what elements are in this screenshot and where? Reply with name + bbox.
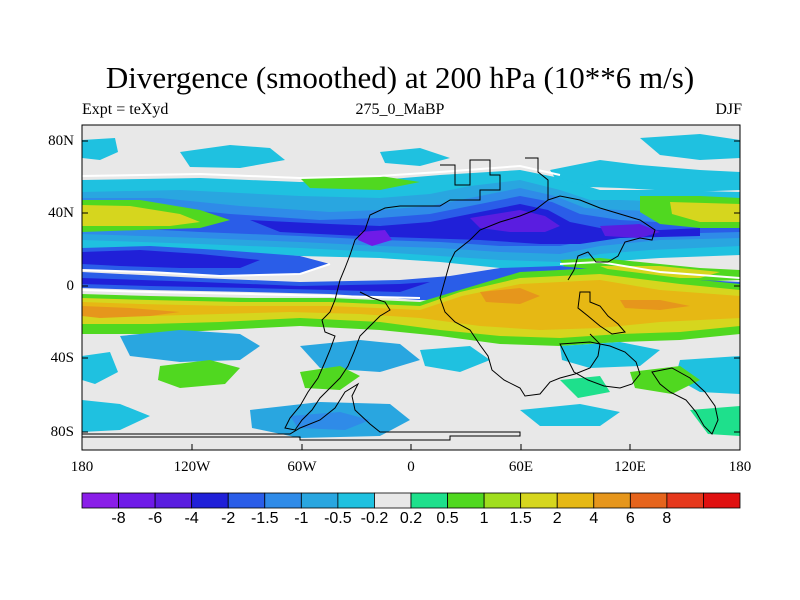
coastline-pacific	[651, 367, 719, 435]
colorbar-label: -4	[184, 510, 199, 527]
colorbar-swatch	[703, 492, 741, 509]
y-tick-label: 80S	[50, 424, 74, 440]
field-patch	[290, 412, 370, 430]
colorbar-label: 0.2	[399, 510, 423, 527]
colorbar	[81, 492, 741, 509]
colorbar-swatch	[520, 492, 558, 509]
field-patch	[358, 230, 392, 246]
colorbar-swatch	[629, 492, 668, 509]
colorbar-swatch	[300, 492, 339, 509]
field-patch	[82, 306, 180, 318]
axis-ticks	[82, 140, 740, 450]
field-patch	[560, 376, 610, 398]
field-patch	[300, 340, 420, 372]
contour-line	[81, 289, 421, 299]
field-patch	[600, 224, 660, 238]
y-tick-label: 40N	[48, 205, 74, 221]
field-patch	[480, 288, 540, 304]
x-tick-label: 180	[70, 459, 94, 475]
experiment-label: Expt = teXyd	[82, 101, 169, 118]
coastline-europe-africa	[439, 157, 601, 397]
colorbar-swatch	[556, 492, 595, 509]
y-tick-label: 0	[66, 278, 75, 294]
colorbar-swatch	[483, 492, 522, 509]
colorbar-label: -2	[221, 510, 236, 527]
field-patch	[670, 202, 740, 222]
coastline-antarctica	[82, 382, 521, 441]
colorbar-swatch	[264, 492, 302, 509]
field-patch	[620, 300, 690, 310]
coastline-asia	[547, 195, 656, 281]
field-patch	[82, 352, 118, 384]
x-tick-label: 180	[728, 459, 752, 475]
colorbar-swatch	[410, 492, 448, 509]
field-patch	[120, 330, 260, 362]
coastline-australia	[559, 341, 641, 389]
field-patch	[82, 138, 118, 160]
field-patch	[82, 278, 430, 292]
colorbar-swatch	[337, 492, 375, 509]
y-tick-label: 80N	[48, 133, 74, 149]
field-patch	[300, 176, 420, 190]
field-patch	[82, 205, 200, 226]
field-patch	[300, 366, 360, 390]
season-label: DJF	[715, 101, 742, 118]
x-tick-label: 120W	[173, 459, 211, 475]
field-patch	[380, 148, 450, 166]
colorbar-label: 1	[479, 510, 489, 527]
period-label: 275_0_MaBP	[355, 101, 445, 118]
colorbar-label: -0.5	[324, 510, 352, 527]
plot-title: Divergence (smoothed) at 200 hPa (10**6 …	[105, 60, 695, 95]
field-patch	[640, 134, 740, 160]
x-tick-label: 0	[407, 459, 415, 475]
field-patch	[82, 280, 740, 330]
colorbar-label: -6	[147, 510, 163, 527]
field-patch	[675, 356, 740, 394]
colorbar-label: 4	[589, 510, 599, 527]
colorbar-label: 1.5	[509, 510, 532, 527]
x-tick-label: 60E	[508, 459, 534, 475]
colorbar-label: -1	[294, 510, 309, 527]
colorbar-swatch	[118, 492, 156, 509]
field-patch	[630, 366, 700, 394]
colorbar-label: 2	[552, 510, 562, 527]
contour-line	[81, 263, 331, 278]
colorbar-label: -8	[111, 510, 126, 527]
colorbar-swatch	[191, 492, 229, 509]
coastline-americas	[284, 159, 501, 431]
colorbar-label: 6	[625, 510, 635, 527]
colorbar-swatch	[593, 492, 631, 509]
field-patch	[180, 145, 285, 168]
field-patch	[520, 404, 620, 426]
colorbar-swatch	[227, 492, 266, 509]
colorbar-swatch	[154, 492, 193, 509]
x-tick-label: 120E	[614, 459, 646, 475]
coastlines	[82, 157, 719, 441]
field-patch	[690, 406, 740, 436]
map-field	[81, 125, 741, 450]
contour-line	[81, 164, 561, 180]
field-patch	[470, 210, 560, 232]
contour-line	[559, 260, 741, 279]
field-patch	[550, 160, 740, 192]
field-patch	[158, 360, 240, 388]
colorbar-label: 0.5	[436, 510, 459, 527]
field-patch	[82, 250, 260, 268]
field-patch	[82, 400, 150, 432]
colorbar-swatch	[666, 492, 704, 509]
colorbar-label: -0.2	[360, 510, 389, 527]
colorbar-label: -1.5	[250, 510, 279, 527]
colorbar-label: 8	[662, 510, 672, 527]
x-tick-label: 60W	[287, 459, 317, 475]
field-patch	[420, 346, 490, 372]
colorbar-swatch	[447, 492, 485, 509]
coastline-maritime	[577, 291, 626, 335]
colorbar-swatch	[374, 492, 412, 509]
colorbar-swatch	[81, 492, 119, 509]
y-tick-label: 40S	[50, 350, 74, 366]
